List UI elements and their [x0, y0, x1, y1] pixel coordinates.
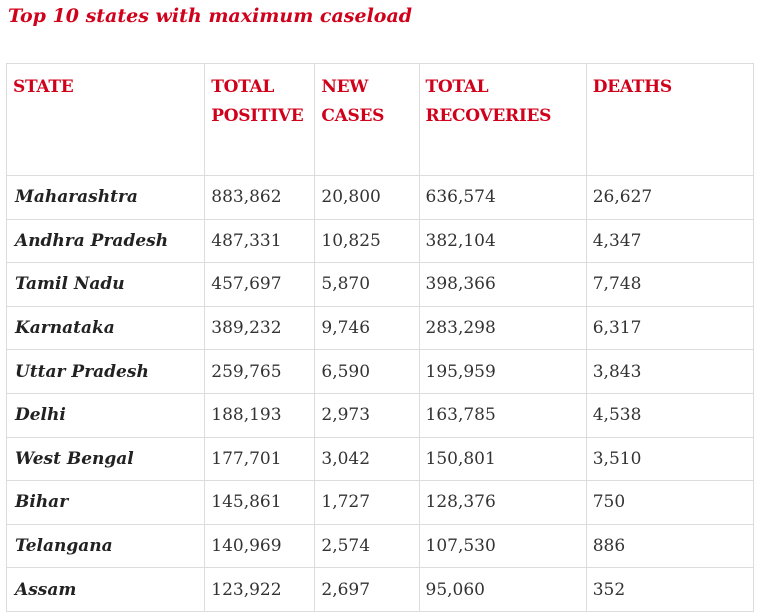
cell-new-cases: 10,825: [314, 218, 420, 264]
cell-deaths: 352: [585, 567, 755, 612]
header-new-cases: NEW CASES: [314, 63, 420, 176]
cell-total-recoveries: 195,959: [418, 349, 587, 394]
cell-deaths: 7,748: [585, 262, 755, 307]
header-total-positive: TOTAL POSITIVE: [204, 63, 316, 176]
cell-new-cases: 2,697: [314, 567, 420, 612]
header-total-recoveries: TOTAL RECOVERIES: [418, 63, 587, 176]
cell-total-positive: 883,862: [204, 175, 316, 220]
cell-new-cases: 5,870: [314, 262, 420, 307]
cell-total-positive: 259,765: [204, 349, 316, 394]
cell-total-recoveries: 128,376: [418, 480, 587, 525]
cell-total-recoveries: 107,530: [418, 523, 587, 569]
cell-state: Karnataka: [5, 305, 206, 351]
cell-total-positive: 457,697: [204, 262, 316, 307]
table-row: Delhi 188,193 2,973 163,785 4,538: [5, 392, 755, 438]
cell-state: West Bengal: [5, 436, 206, 482]
header-deaths: DEATHS: [585, 63, 755, 176]
cell-total-recoveries: 163,785: [418, 392, 587, 438]
table-row: Maharashtra 883,862 20,800 636,574 26,62…: [5, 175, 755, 220]
table-row: West Bengal 177,701 3,042 150,801 3,510: [5, 436, 755, 482]
cell-state: Tamil Nadu: [5, 262, 206, 307]
cell-deaths: 886: [585, 523, 755, 569]
cell-deaths: 6,317: [585, 305, 755, 351]
cell-total-recoveries: 382,104: [418, 218, 587, 264]
cell-new-cases: 3,042: [314, 436, 420, 482]
cell-state: Bihar: [5, 480, 206, 525]
cell-new-cases: 2,574: [314, 523, 420, 569]
cell-deaths: 3,510: [585, 436, 755, 482]
cell-total-positive: 487,331: [204, 218, 316, 264]
cell-deaths: 4,538: [585, 392, 755, 438]
cell-total-recoveries: 150,801: [418, 436, 587, 482]
cell-total-positive: 177,701: [204, 436, 316, 482]
table-row: Andhra Pradesh 487,331 10,825 382,104 4,…: [5, 218, 755, 264]
cell-state: Delhi: [5, 392, 206, 438]
cell-total-recoveries: 636,574: [418, 175, 587, 220]
table-row: Uttar Pradesh 259,765 6,590 195,959 3,84…: [5, 349, 755, 394]
cell-state: Assam: [5, 567, 206, 612]
cell-deaths: 3,843: [585, 349, 755, 394]
table-row: Karnataka 389,232 9,746 283,298 6,317: [5, 305, 755, 351]
cell-new-cases: 1,727: [314, 480, 420, 525]
cell-state: Andhra Pradesh: [5, 218, 206, 264]
header-state: STATE: [5, 63, 206, 176]
cell-state: Uttar Pradesh: [5, 349, 206, 394]
cell-total-positive: 140,969: [204, 523, 316, 569]
cell-total-positive: 123,922: [204, 567, 316, 612]
cell-total-recoveries: 95,060: [418, 567, 587, 612]
table-row: Assam 123,922 2,697 95,060 352: [5, 567, 755, 612]
cell-total-positive: 389,232: [204, 305, 316, 351]
table-header-row: STATE TOTAL POSITIVE NEW CASES TOTAL REC…: [5, 63, 755, 176]
page-title: Top 10 states with maximum caseload: [8, 5, 413, 27]
cell-deaths: 26,627: [585, 175, 755, 220]
cell-deaths: 750: [585, 480, 755, 525]
cell-state: Telangana: [5, 523, 206, 569]
cell-new-cases: 9,746: [314, 305, 420, 351]
table-row: Tamil Nadu 457,697 5,870 398,366 7,748: [5, 262, 755, 307]
table-row: Bihar 145,861 1,727 128,376 750: [5, 480, 755, 525]
cell-total-recoveries: 398,366: [418, 262, 587, 307]
cell-total-positive: 145,861: [204, 480, 316, 525]
cell-total-recoveries: 283,298: [418, 305, 587, 351]
cell-state: Maharashtra: [5, 175, 206, 220]
cell-new-cases: 6,590: [314, 349, 420, 394]
cell-new-cases: 2,973: [314, 392, 420, 438]
cell-new-cases: 20,800: [314, 175, 420, 220]
caseload-table: STATE TOTAL POSITIVE NEW CASES TOTAL REC…: [5, 63, 755, 612]
cell-deaths: 4,347: [585, 218, 755, 264]
table-row: Telangana 140,969 2,574 107,530 886: [5, 523, 755, 569]
cell-total-positive: 188,193: [204, 392, 316, 438]
